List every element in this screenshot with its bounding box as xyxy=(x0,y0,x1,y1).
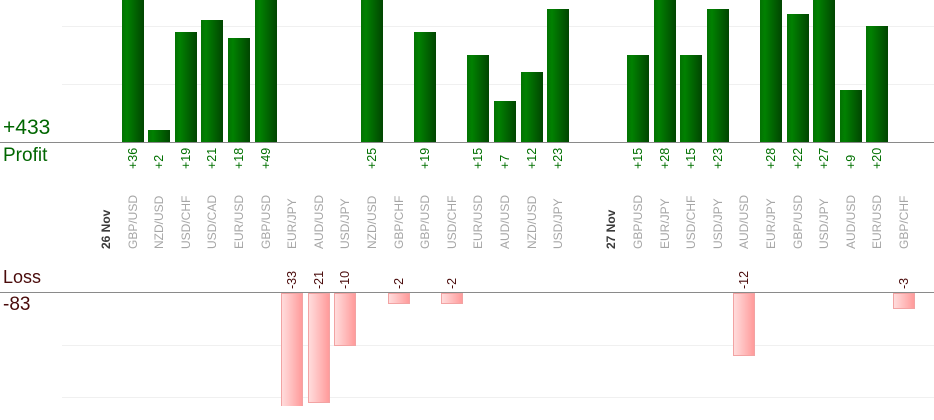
pair-label: AUD/USD xyxy=(498,194,512,249)
loss-value-label: -33 xyxy=(285,270,300,289)
profit-bar xyxy=(148,130,171,142)
profit-axis-label: Profit xyxy=(3,145,48,166)
pair-label: USD/CHF xyxy=(444,195,459,249)
loss-bar xyxy=(733,293,756,356)
pair-label: NZD/USD xyxy=(365,195,379,249)
pair-label: GBP/CHF xyxy=(897,195,911,249)
loss-value-label: -12 xyxy=(737,270,752,289)
profit-bar xyxy=(547,9,570,142)
loss-value-label: -3 xyxy=(897,277,911,289)
pair-label: EUR/USD xyxy=(471,194,486,249)
pair-label: USD/JPY xyxy=(551,198,566,249)
loss-bar xyxy=(307,293,330,403)
profit-bar xyxy=(414,32,437,142)
pair-label: GBP/USD xyxy=(790,194,805,249)
profit-value-label: +21 xyxy=(205,147,220,169)
profit-bar xyxy=(520,72,543,142)
pair-label: USD/CAD xyxy=(205,194,220,249)
loss-bar xyxy=(893,293,915,309)
day-label: 26 Nov xyxy=(99,209,113,249)
loss-total: -83 xyxy=(3,294,31,315)
profit-bar xyxy=(121,0,144,142)
profit-bar xyxy=(706,9,729,142)
pair-label: USD/CHF xyxy=(178,195,193,249)
pair-label: USD/JPY xyxy=(338,198,353,249)
profit-value-label: +15 xyxy=(471,147,486,169)
pair-label: EUR/JPY xyxy=(764,198,778,249)
profit-value-label: +27 xyxy=(817,147,832,169)
profit-bar xyxy=(760,0,782,142)
pair-label: GBP/USD xyxy=(125,194,140,249)
loss-value-label: -2 xyxy=(391,277,406,289)
profit-bar xyxy=(786,14,809,142)
loss-value-label: -2 xyxy=(444,277,459,289)
pair-label: EUR/JPY xyxy=(657,198,672,249)
pair-label: USD/JPY xyxy=(817,198,832,249)
profit-value-label: +19 xyxy=(178,147,193,169)
profit-bar xyxy=(627,55,649,142)
profit-value-label: +22 xyxy=(790,147,805,169)
pair-label: EUR/USD xyxy=(870,194,885,249)
loss-value-label: -21 xyxy=(311,270,326,289)
profit-plot-area xyxy=(0,0,934,142)
day-label: 27 Nov xyxy=(604,209,619,249)
profit-bar xyxy=(467,55,490,142)
pair-label: USD/JPY xyxy=(710,198,725,249)
profit-value-label: +23 xyxy=(551,147,566,169)
profit-value-label: +9 xyxy=(843,154,858,169)
profit-value-label: +36 xyxy=(125,147,140,169)
pair-label: AUD/USD xyxy=(843,194,858,249)
loss-bar xyxy=(281,293,304,406)
profit-bar xyxy=(254,0,277,142)
pair-label: EUR/JPY xyxy=(285,198,300,249)
loss-bar xyxy=(334,293,357,346)
loss-bar xyxy=(387,293,410,304)
loss-plot-area xyxy=(0,293,934,406)
profit-bar xyxy=(653,0,676,142)
profit-value-label: +23 xyxy=(710,147,725,169)
profit-gridline-10 xyxy=(62,84,934,85)
profit-bar xyxy=(866,26,889,142)
loss-gridline-20 xyxy=(62,397,934,398)
loss-bar xyxy=(440,293,463,304)
profit-bar xyxy=(839,90,862,142)
profit-value-label: +7 xyxy=(498,154,512,169)
profit-value-label: +19 xyxy=(418,147,433,169)
profit-value-label: +12 xyxy=(524,147,539,169)
profit-value-label: +15 xyxy=(684,147,699,169)
profit-value-label: +49 xyxy=(258,147,273,169)
profit-value-label: +20 xyxy=(870,147,885,169)
pair-label: AUD/USD xyxy=(311,194,326,249)
pair-label: GBP/USD xyxy=(418,194,433,249)
pair-label: NZD/USD xyxy=(524,195,539,249)
pair-label: GBP/USD xyxy=(631,194,645,249)
profit-value-label: +25 xyxy=(365,147,379,169)
pair-label: AUD/USD xyxy=(737,194,752,249)
pair-label: USD/CHF xyxy=(684,195,699,249)
profit-value-label: +28 xyxy=(764,147,778,169)
profit-axis-line xyxy=(0,142,934,143)
loss-axis-line xyxy=(0,292,934,293)
profit-gridline-20 xyxy=(62,26,934,27)
pair-label: EUR/USD xyxy=(232,194,246,249)
profit-value-label: +28 xyxy=(657,147,672,169)
profit-bar xyxy=(494,101,516,142)
profit-value-label: +15 xyxy=(631,147,645,169)
profit-value-label: +18 xyxy=(232,147,246,169)
profit-value-label: +2 xyxy=(152,154,167,169)
profit-bar xyxy=(361,0,383,142)
profit-bar xyxy=(228,38,250,142)
pair-label: GBP/USD xyxy=(258,194,273,249)
profit-bar xyxy=(680,55,703,142)
pair-label: GBP/CHF xyxy=(391,195,406,249)
profit-total: +433 xyxy=(3,116,51,139)
loss-axis-label: Loss xyxy=(3,267,42,287)
loss-value-label: -10 xyxy=(338,270,353,289)
profit-bar xyxy=(201,20,224,142)
pair-label: NZD/USD xyxy=(152,195,167,249)
profit-bar xyxy=(174,32,197,142)
profit-bar xyxy=(813,0,836,142)
loss-gridline-10 xyxy=(62,344,934,346)
